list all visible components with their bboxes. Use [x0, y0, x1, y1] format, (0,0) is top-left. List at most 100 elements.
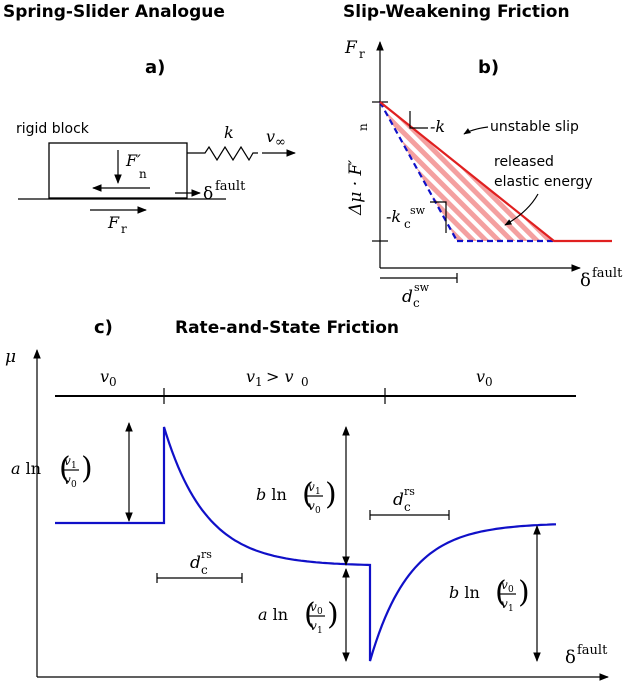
b-ln-v1-label: b ln ( v 1 v 0 ) — [256, 477, 337, 516]
paren-l-1: ( — [59, 451, 71, 486]
frac4-den-sub: 1 — [508, 604, 514, 614]
title-slip-weakening: Slip-Weakening Friction — [343, 2, 570, 22]
rigid-block-label: rigid block — [16, 121, 90, 137]
frac4-den: v — [501, 597, 508, 611]
svg-text:b ln: b ln — [256, 485, 287, 504]
phase-1-label: v — [100, 367, 109, 386]
paren-r-1: ) — [81, 451, 93, 486]
title-rate-state: Rate-and-State Friction — [175, 318, 399, 338]
slip-label: δ — [203, 184, 213, 204]
title-spring-slider: Spring-Slider Analogue — [3, 2, 225, 22]
b-y-axis-label: F — [344, 38, 358, 58]
velocity-label: v — [266, 127, 275, 146]
slope-triangle-kc — [430, 201, 447, 233]
panel-label-c: c) — [94, 317, 113, 338]
critical-stiffness-sub: c — [404, 217, 411, 231]
c-x-axis-label: δ — [565, 647, 576, 668]
rate-state-curve — [55, 426, 557, 662]
critical-stiffness-line — [379, 101, 458, 242]
a-ln-v1-label: a ln ( v 1 v 0 ) — [11, 451, 93, 490]
dc-2-label: d — [393, 490, 404, 510]
critical-stiffness-label: -k — [386, 207, 401, 226]
svg-text:b ln: b ln — [449, 583, 480, 602]
paren-l-4: ( — [495, 575, 507, 610]
spring-k-label: k — [224, 123, 234, 142]
ln-2: ln — [271, 485, 286, 504]
released-label-2: elastic energy — [494, 174, 593, 190]
frac2-num: v — [308, 480, 315, 494]
frac1-den-sub: 0 — [71, 480, 77, 490]
phase-2-label: v — [246, 367, 255, 386]
rigid-block — [48, 142, 188, 199]
friction-force-sub: r — [121, 222, 127, 236]
frac3-num: v — [310, 600, 317, 614]
b-coef-2: b — [449, 583, 459, 602]
panel-a: rigid block k v ∞ F′ n δ fault F r — [16, 121, 296, 236]
slope-triangle-k — [409, 111, 428, 129]
b-dc-sub: c — [413, 296, 420, 310]
panel-label-a: a) — [145, 57, 165, 78]
b-dc-label: d — [402, 287, 413, 307]
frac1-num-sub: 1 — [71, 461, 77, 471]
frac4-num-sub: 0 — [508, 585, 514, 595]
panel-b: F r δ fault Δμ · F′ n -k -k c sw unstabl… — [344, 38, 623, 310]
frac2-den-sub: 0 — [315, 506, 321, 516]
frac1-den: v — [64, 473, 71, 487]
b-x-axis-label: δ — [580, 270, 591, 291]
paren-r-4: ) — [518, 575, 530, 610]
stress-drop-sub: n — [356, 123, 370, 131]
paren-l-2: ( — [302, 477, 314, 512]
frac3-den-sub: 1 — [317, 626, 323, 636]
frac3-num-sub: 0 — [317, 607, 323, 617]
ln-1: ln — [26, 459, 41, 478]
ln-4: ln — [464, 583, 479, 602]
panel-c: μ δ fault v 0 v 1 > v 0 v 0 a ln ( v 1 v… — [5, 347, 609, 681]
paren-r-2: ) — [325, 477, 337, 512]
phase-1-sub: 0 — [109, 375, 117, 389]
dc-1-sub: c — [201, 563, 208, 577]
dc-1-label: d — [190, 553, 201, 573]
b-dc-sup: sw — [414, 281, 430, 294]
frac2-den: v — [308, 499, 315, 513]
b-x-axis-sup: fault — [592, 266, 623, 281]
b-ln-v0-label: b ln ( v 0 v 1 ) — [449, 575, 530, 614]
normal-force-label: F′ — [125, 151, 141, 170]
spring — [187, 145, 258, 162]
unstable-slip-pointer — [463, 126, 489, 135]
svg-text:a ln: a ln — [258, 605, 288, 624]
c-y-axis-label: μ — [5, 347, 16, 367]
b-coef-1: b — [256, 485, 266, 504]
panel-label-b: b) — [478, 57, 499, 78]
phase-2-rel-sub: 0 — [301, 375, 309, 389]
phase-2-sub: 1 — [255, 375, 263, 389]
dc-2-sub: c — [404, 500, 411, 514]
frac1-num: v — [64, 454, 71, 468]
slip-sup: fault — [215, 179, 246, 194]
phase-2-rel: > v — [266, 367, 294, 386]
stress-drop-label-group: Δμ · F′ n — [346, 123, 370, 216]
friction-force-label: F — [107, 213, 120, 232]
slope-k-label: -k — [430, 117, 445, 136]
b-y-axis-sub: r — [359, 47, 365, 61]
ln-3: ln — [273, 605, 288, 624]
stress-drop-label: Δμ · F′ — [346, 160, 366, 216]
a-coef-2: a — [258, 605, 268, 624]
phase-3-sub: 0 — [485, 375, 493, 389]
a-coef-1: a — [11, 459, 21, 478]
released-label-1: released — [494, 154, 554, 170]
velocity-sub: ∞ — [275, 135, 286, 150]
critical-stiffness-sup: sw — [410, 204, 426, 217]
svg-text:a ln: a ln — [11, 459, 41, 478]
paren-r-3: ) — [327, 597, 339, 632]
frac3-den: v — [310, 619, 317, 633]
a-ln-v0-label: a ln ( v 0 v 1 ) — [258, 597, 339, 636]
normal-force-sub: n — [139, 167, 147, 181]
phase-3-label: v — [476, 367, 485, 386]
c-x-axis-sup: fault — [577, 643, 608, 658]
dc-1-sup: rs — [201, 548, 212, 561]
paren-l-3: ( — [304, 597, 316, 632]
frac2-num-sub: 1 — [315, 487, 321, 497]
released-energy-pointer — [504, 193, 539, 226]
